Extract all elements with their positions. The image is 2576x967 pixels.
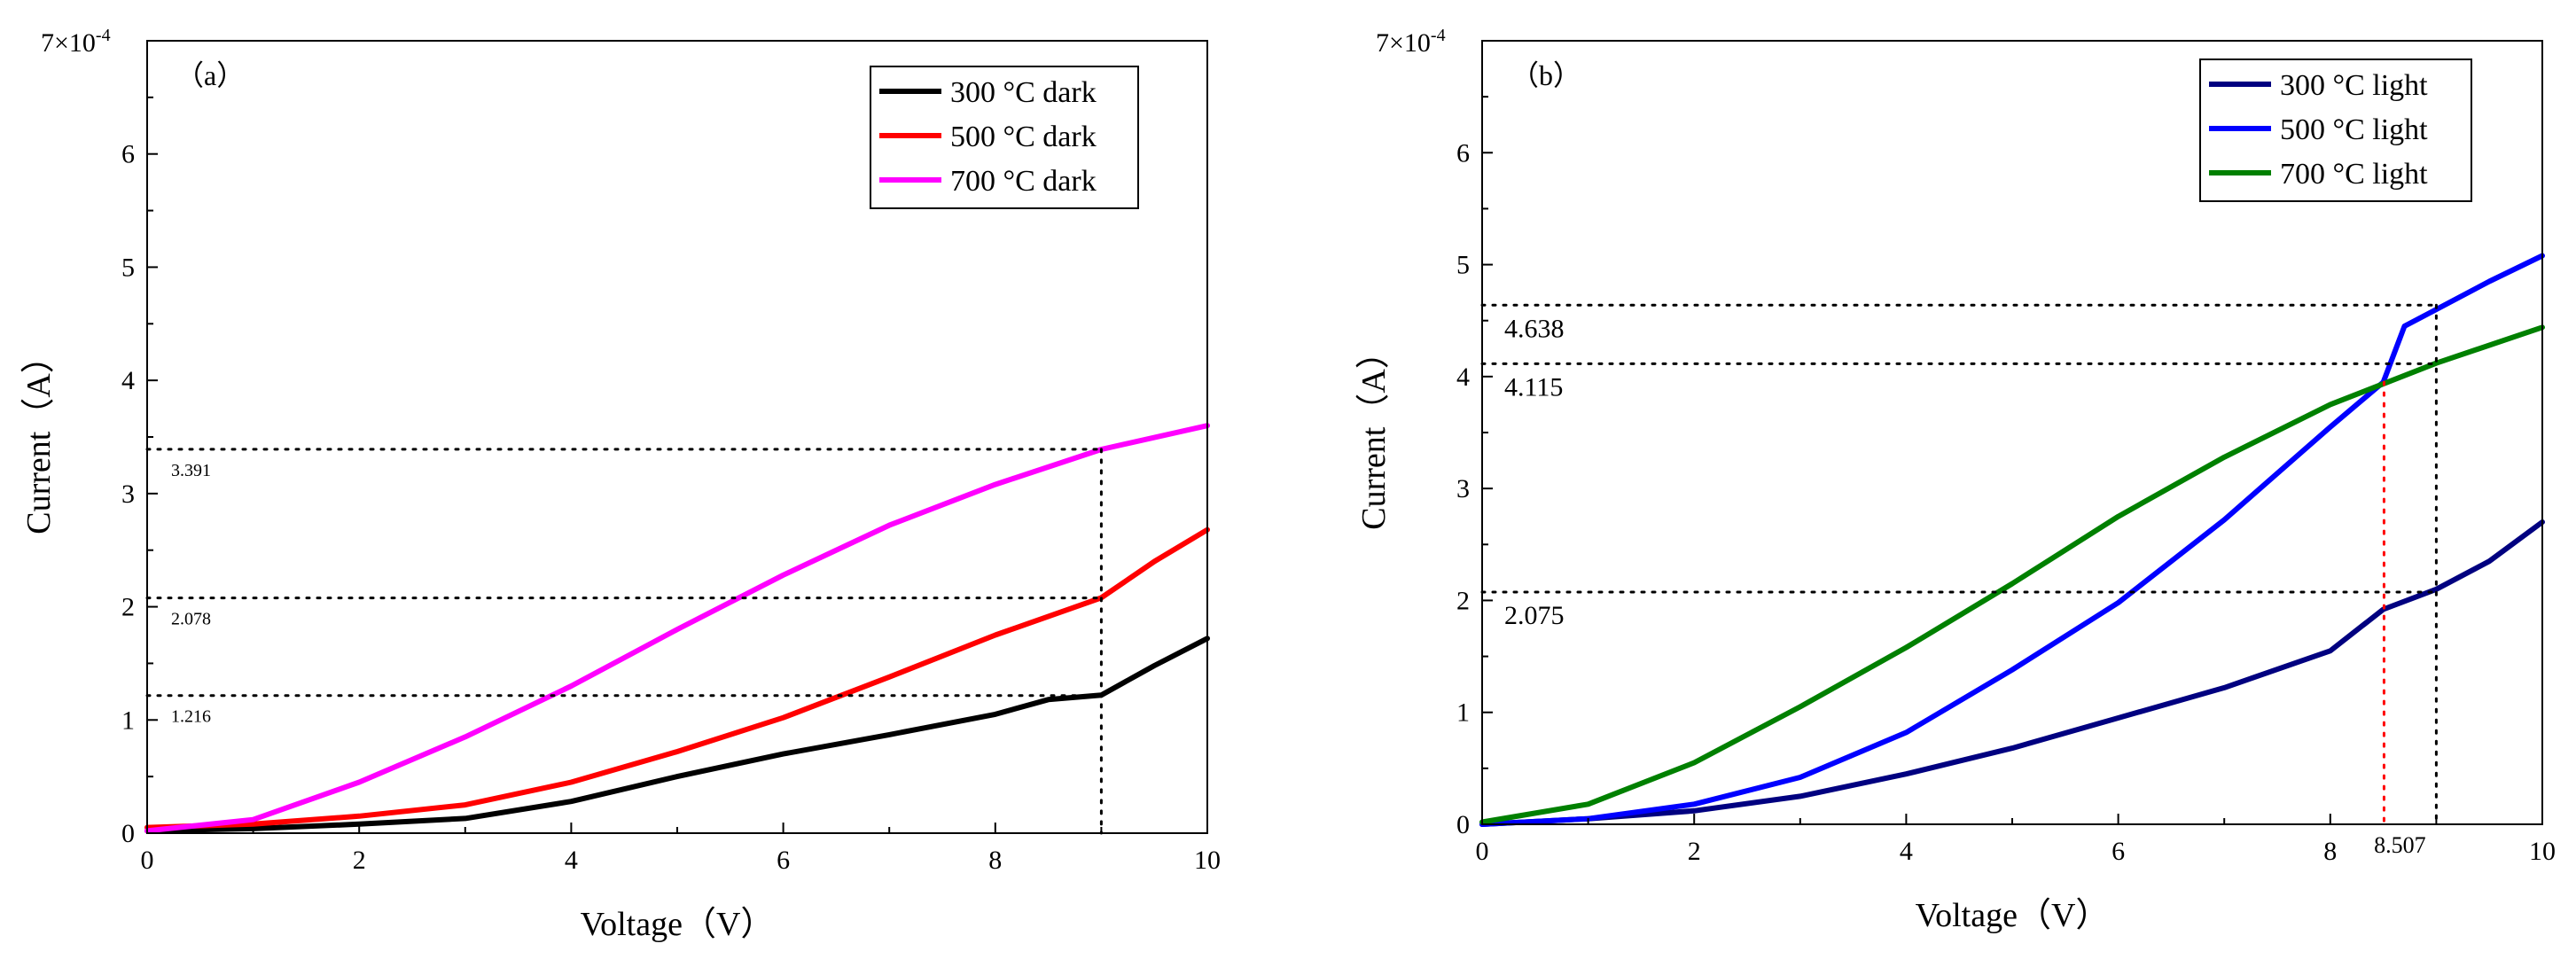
series-line-a-1	[144, 526, 1210, 831]
y-tick-label-b-4: 4	[1456, 363, 1470, 392]
ann-label-b-1: 4.115	[1504, 372, 1563, 402]
y-tick-label-b-1: 1	[1456, 698, 1470, 728]
legend-a: 300 °C dark 500 °C dark 700 °C dark	[870, 66, 1139, 209]
y-multiplier-a: 7×10-4	[41, 26, 111, 58]
x-axis-title-a: Voltage（V）	[581, 906, 775, 943]
x-tick-label-b-4: 8	[2323, 837, 2337, 866]
series-line-b-0	[1479, 519, 2545, 827]
series-layer-a	[144, 423, 1210, 834]
x-axis-title-b: Voltage（V）	[1916, 897, 2110, 934]
x-tick-label-b-2: 4	[1900, 837, 1913, 866]
ann-label-a-0: 3.391	[171, 461, 211, 480]
legend-label-a-2: 700 °C dark	[950, 165, 1097, 198]
annotation-layer-b: 4.638 4.115 2.075 8.507	[1480, 303, 2438, 858]
y-tick-label-b-2: 2	[1456, 586, 1470, 615]
legend-label-b-0: 300 °C light	[2280, 69, 2428, 102]
chart-panel-a: 3.391 2.078 1.216 0 2 4 6 8 10 0 1 2 3 4 5 6 7×10-4 （a…	[20, 26, 1221, 943]
y-tick-label-a-1: 1	[121, 706, 135, 735]
x-tick-label-a-2: 4	[565, 846, 578, 875]
legend-label-b-2: 700 °C light	[2280, 158, 2428, 191]
y-tick-label-a-4: 4	[121, 366, 135, 395]
y-tick-label-b-0: 0	[1456, 810, 1470, 839]
y-multiplier-b: 7×10-4	[1376, 26, 1446, 58]
y-tick-label-a-2: 2	[121, 593, 135, 622]
ann-red-vline-label-b: 8.507	[2374, 832, 2426, 858]
x-tick-label-a-4: 8	[988, 846, 1002, 875]
y-tick-label-a-5: 5	[121, 253, 135, 282]
y-tick-label-a-6: 6	[121, 140, 135, 169]
x-tick-label-a-5: 10	[1194, 846, 1221, 875]
legend-b: 300 °C light 500 °C light 700 °C light	[2199, 58, 2472, 202]
legend-label-a-1: 500 °C dark	[950, 121, 1097, 153]
ann-label-a-2: 1.216	[171, 707, 211, 727]
series-line-b-1	[1479, 253, 2545, 827]
series-line-b-2	[1479, 324, 2545, 825]
y-tick-label-b-3: 3	[1456, 474, 1470, 503]
x-tick-label-b-3: 6	[2112, 837, 2125, 866]
legend-label-a-0: 300 °C dark	[950, 76, 1097, 109]
panel-label-a: （a）	[176, 59, 245, 91]
ann-label-a-1: 2.078	[171, 610, 211, 629]
annotation-layer-a: 3.391 2.078 1.216	[145, 448, 1103, 835]
series-line-a-2	[144, 423, 1210, 834]
y-axis-title-b: Current（A）	[1355, 335, 1393, 530]
chart-panel-b: 4.638 4.115 2.075 8.507 0 2 4 6 8 10 0 1 2 3 4 5 6 7×10…	[1355, 26, 2556, 934]
x-tick-label-b-5: 10	[2529, 837, 2556, 866]
panel-label-b: （b）	[1510, 59, 1581, 91]
ticks-layer-b: 0 2 4 6 8 10 0 1 2 3 4 5 6	[1456, 96, 2556, 866]
x-tick-label-a-0: 0	[141, 846, 154, 875]
ticks-layer-a: 0 2 4 6 8 10 0 1 2 3 4 5 6	[121, 96, 1221, 875]
y-tick-label-b-5: 5	[1456, 251, 1470, 280]
y-axis-title-a: Current（A）	[20, 339, 58, 534]
x-tick-label-b-1: 2	[1688, 837, 1701, 866]
y-tick-label-b-6: 6	[1456, 138, 1470, 168]
ann-label-b-2: 2.075	[1504, 601, 1565, 630]
x-tick-label-a-3: 6	[777, 846, 790, 875]
x-tick-label-a-1: 2	[353, 846, 366, 875]
y-tick-label-a-3: 3	[121, 480, 135, 509]
x-tick-label-b-0: 0	[1476, 837, 1489, 866]
y-tick-label-a-0: 0	[121, 819, 135, 848]
ann-label-b-0: 4.638	[1504, 314, 1565, 343]
legend-label-b-1: 500 °C light	[2280, 113, 2428, 146]
series-layer-b	[1479, 253, 2545, 827]
